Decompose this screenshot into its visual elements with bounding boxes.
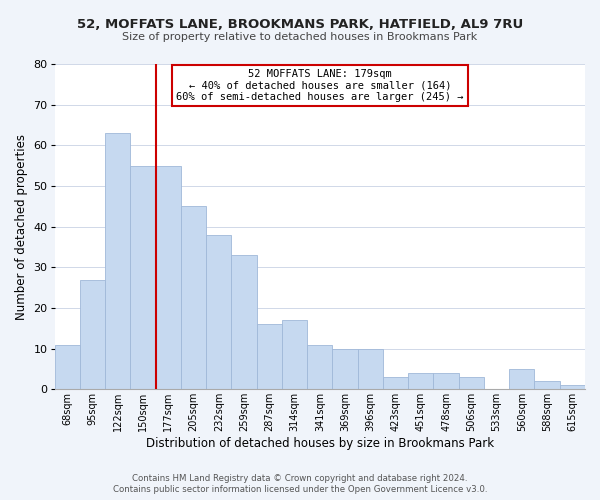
Bar — [155, 166, 181, 390]
X-axis label: Distribution of detached houses by size in Brookmans Park: Distribution of detached houses by size … — [146, 437, 494, 450]
Text: Size of property relative to detached houses in Brookmans Park: Size of property relative to detached ho… — [122, 32, 478, 42]
Bar — [358, 348, 383, 390]
Text: Contains HM Land Registry data © Crown copyright and database right 2024.
Contai: Contains HM Land Registry data © Crown c… — [113, 474, 487, 494]
Bar — [282, 320, 307, 390]
Bar — [232, 255, 257, 390]
Text: 52 MOFFATS LANE: 179sqm
← 40% of detached houses are smaller (164)
60% of semi-d: 52 MOFFATS LANE: 179sqm ← 40% of detache… — [176, 69, 464, 102]
Bar — [509, 369, 535, 390]
Bar — [433, 373, 459, 390]
Bar — [459, 377, 484, 390]
Bar — [408, 373, 433, 390]
Y-axis label: Number of detached properties: Number of detached properties — [15, 134, 28, 320]
Bar — [130, 166, 155, 390]
Bar — [307, 344, 332, 390]
Bar — [535, 381, 560, 390]
Bar — [257, 324, 282, 390]
Text: 52, MOFFATS LANE, BROOKMANS PARK, HATFIELD, AL9 7RU: 52, MOFFATS LANE, BROOKMANS PARK, HATFIE… — [77, 18, 523, 30]
Bar — [105, 133, 130, 390]
Bar — [332, 348, 358, 390]
Bar — [55, 344, 80, 390]
Bar — [181, 206, 206, 390]
Bar — [383, 377, 408, 390]
Bar — [560, 385, 585, 390]
Bar — [80, 280, 105, 390]
Bar — [206, 235, 232, 390]
